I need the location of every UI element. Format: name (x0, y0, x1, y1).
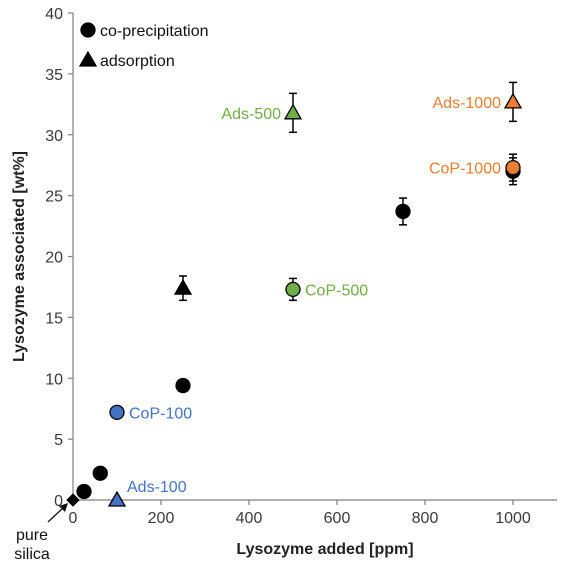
annotation-label: CoP-1000 (429, 161, 501, 178)
y-tick-label: 20 (45, 250, 63, 267)
pure-silica-label: pure (16, 527, 48, 544)
triangle-marker (173, 278, 193, 295)
legend-circle-marker (80, 22, 96, 38)
diamond-marker (66, 493, 80, 507)
annotation-label: CoP-100 (129, 405, 192, 422)
triangle-marker (503, 92, 523, 109)
y-tick-label: 0 (54, 493, 63, 510)
y-tick-label: 5 (54, 432, 63, 449)
x-tick-label: 800 (412, 510, 439, 527)
x-tick-label: 200 (148, 510, 175, 527)
y-tick-label: 35 (45, 67, 63, 84)
y-tick-label: 25 (45, 189, 63, 206)
data-points (66, 92, 523, 507)
y-axis-label: Lysozyme associated [wt%] (11, 151, 28, 362)
legend-entry-label: co-precipitation (100, 23, 209, 40)
circle-marker (175, 377, 191, 394)
x-tick-label: 1000 (495, 510, 531, 527)
circle-marker (76, 483, 92, 500)
y-tick-label: 40 (45, 6, 63, 23)
circle-marker (505, 159, 521, 176)
annotation-label: Ads-100 (127, 479, 187, 496)
pure-silica-arrowhead (59, 503, 68, 512)
circle-marker (285, 281, 301, 298)
x-tick-label: 600 (324, 510, 351, 527)
y-tick-label: 10 (45, 371, 63, 388)
legend: co-precipitation adsorption (78, 22, 209, 70)
axes (72, 13, 557, 501)
annotation-label: Ads-500 (221, 106, 281, 123)
x-tick-label: 0 (69, 510, 78, 527)
y-tick-label: 30 (45, 128, 63, 145)
triangle-marker (283, 103, 303, 120)
x-axis-label: Lysozyme added [ppm] (236, 541, 413, 558)
circle-marker (92, 465, 108, 481)
pure-silica-label: silica (14, 546, 50, 563)
circle-marker (395, 203, 411, 220)
legend-triangle-marker (78, 50, 98, 67)
circle-marker (109, 404, 125, 420)
x-tick-label: 400 (236, 510, 263, 527)
pure-silica-arrow (47, 506, 65, 523)
annotation-label: CoP-500 (305, 282, 368, 299)
legend-entry-label: adsorption (100, 53, 175, 70)
annotations: Ads-500Ads-1000CoP-1000CoP-500CoP-100Ads… (14, 95, 501, 563)
triangle-marker (107, 490, 127, 507)
y-tick-label: 15 (45, 310, 63, 327)
annotation-label: Ads-1000 (433, 95, 502, 112)
